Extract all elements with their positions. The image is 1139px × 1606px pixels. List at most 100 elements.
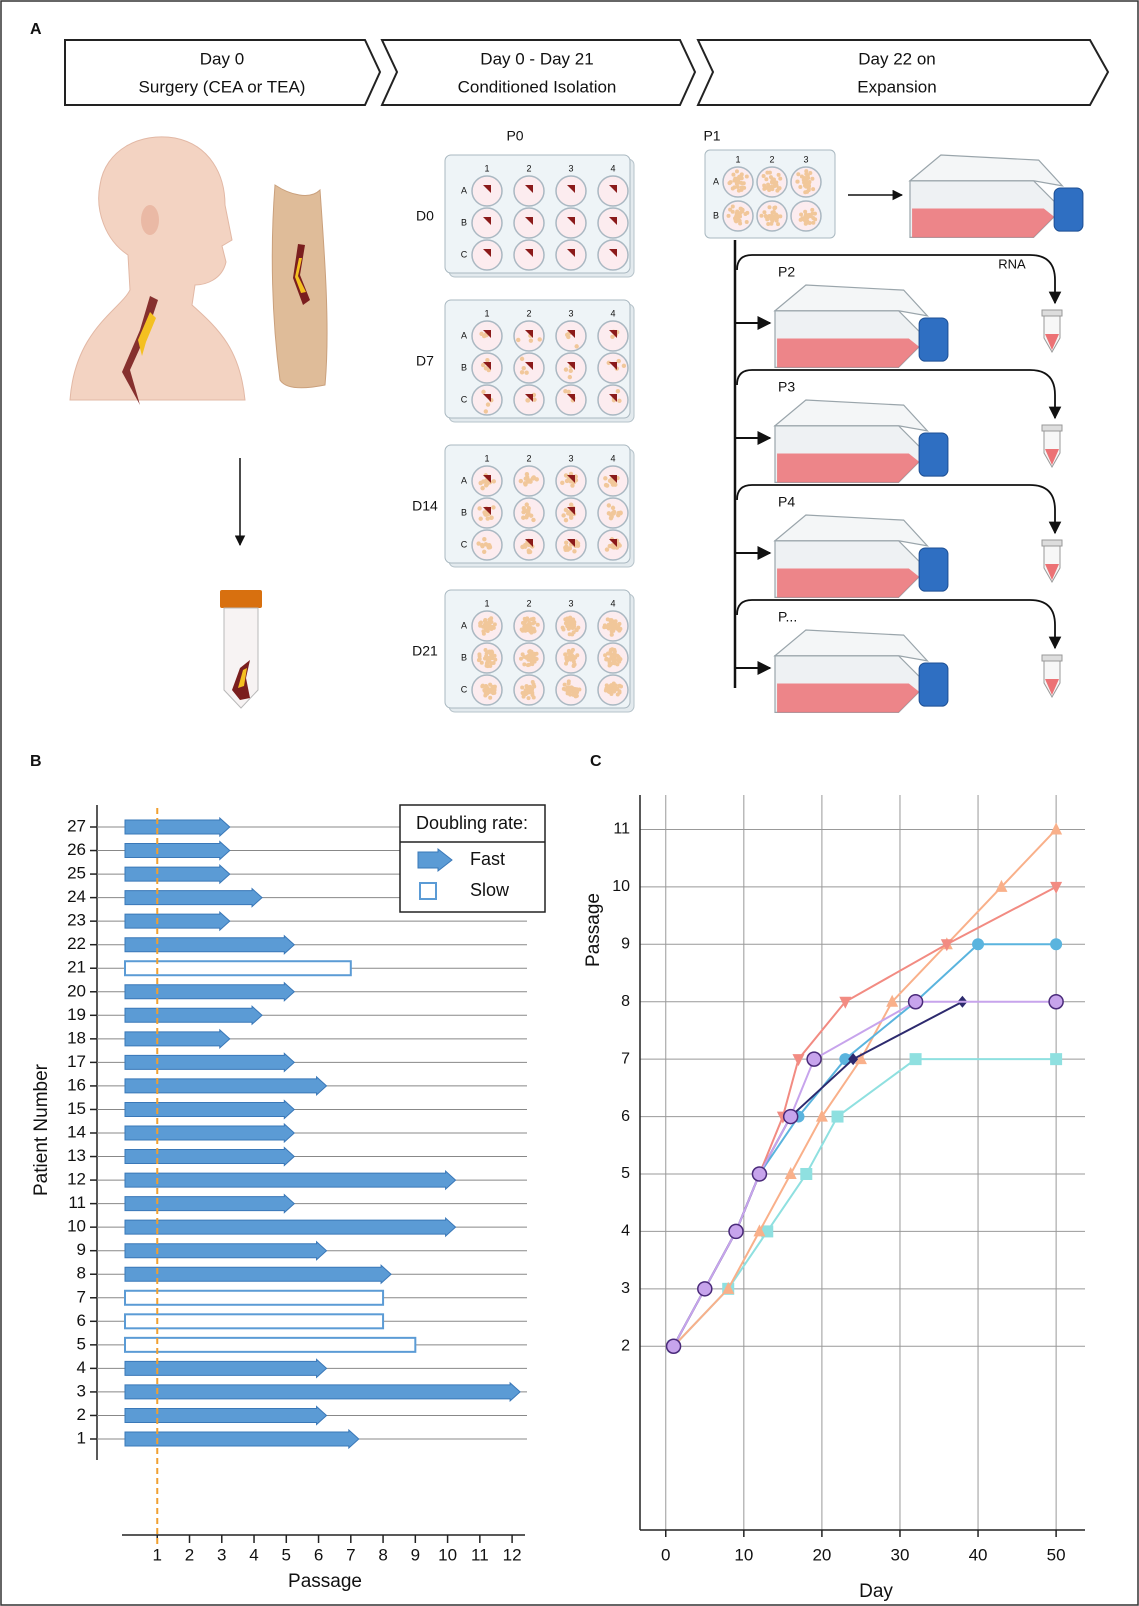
cell — [759, 214, 763, 218]
x-tick-label: 0 — [661, 1545, 670, 1564]
x-tick-label: 9 — [411, 1545, 420, 1564]
plate-row-label: A — [713, 176, 719, 186]
plate-col-label: 2 — [526, 453, 531, 463]
cell — [796, 180, 800, 184]
plate-col-label: 3 — [568, 308, 573, 318]
flask-cap — [919, 548, 948, 591]
bar-arrow — [125, 1265, 391, 1283]
x-tick-label: 8 — [378, 1545, 387, 1564]
cell — [571, 648, 575, 652]
passage-label: P4 — [778, 494, 795, 510]
plate-col-label: 3 — [568, 598, 573, 608]
cell — [804, 222, 808, 226]
cell — [520, 627, 524, 631]
cell — [743, 212, 747, 216]
y-tick-label: 2 — [621, 1337, 630, 1354]
step-text: Surgery (CEA or TEA) — [139, 77, 306, 96]
plate-col-label: 2 — [769, 154, 774, 164]
cell — [481, 390, 485, 394]
step-title: Day 0 - Day 21 — [480, 49, 593, 68]
bar-arrow — [125, 936, 294, 954]
bar-arrow — [125, 1171, 456, 1189]
panel-label: A — [30, 21, 42, 38]
cell — [482, 537, 486, 541]
well — [472, 240, 502, 270]
y-tick-label: 1 — [77, 1428, 86, 1447]
cell — [737, 189, 741, 193]
tube-cap — [1042, 425, 1062, 431]
y-tick-label: 9 — [77, 1240, 86, 1259]
cell — [616, 692, 620, 696]
cell — [776, 222, 780, 226]
x-axis-label: Passage — [288, 1571, 362, 1592]
bar-arrow — [125, 912, 230, 930]
cell — [609, 649, 613, 653]
cell — [808, 171, 812, 175]
cell — [564, 508, 568, 512]
plate-row-label: C — [461, 249, 468, 259]
bar-arrow — [125, 1053, 294, 1071]
cell — [536, 623, 540, 627]
cell — [491, 690, 495, 694]
marker — [698, 1282, 712, 1296]
plate-col-label: 2 — [526, 598, 531, 608]
cell — [762, 187, 766, 191]
plate-row-label: A — [461, 185, 467, 195]
chart-b: Passage Patient Number 12345678910111213… — [31, 805, 545, 1592]
x-tick-label: 7 — [346, 1545, 355, 1564]
bar-arrow — [125, 1218, 456, 1236]
cell — [528, 550, 532, 554]
cell — [604, 483, 608, 487]
cell — [532, 620, 536, 624]
cell — [566, 547, 570, 551]
bar-arrow — [125, 1100, 294, 1118]
cell — [764, 177, 768, 181]
cell — [482, 550, 486, 554]
well — [556, 208, 586, 238]
legend-label: Slow — [470, 880, 510, 900]
cell — [485, 656, 489, 660]
flask-top — [775, 400, 927, 431]
cell — [563, 652, 567, 656]
bar-arrow — [125, 818, 230, 836]
plate-row-label: A — [461, 620, 467, 630]
cell — [492, 479, 496, 483]
well — [598, 176, 628, 206]
x-tick-label: 50 — [1047, 1545, 1066, 1564]
plate-col-label: 4 — [610, 163, 615, 173]
cell — [529, 513, 533, 517]
cell — [731, 204, 735, 208]
step-text: Expansion — [857, 77, 936, 96]
well — [598, 240, 628, 270]
cell — [485, 358, 489, 362]
well — [556, 321, 586, 351]
plate-col-label: 1 — [484, 598, 489, 608]
cell — [612, 681, 616, 685]
cell — [531, 518, 535, 522]
cell — [735, 169, 739, 173]
marker — [1050, 1053, 1062, 1065]
cell — [603, 653, 607, 657]
cell — [484, 366, 488, 370]
bar-arrow — [125, 1359, 327, 1377]
panel-label: C — [590, 753, 602, 770]
y-tick-label: 5 — [77, 1334, 86, 1353]
cell — [745, 220, 749, 224]
cell — [484, 482, 488, 486]
cell — [610, 633, 614, 637]
cell — [568, 616, 572, 620]
cell — [564, 540, 568, 544]
flask-top — [775, 630, 927, 661]
passage-label: P2 — [778, 264, 795, 280]
cell — [561, 626, 565, 630]
y-tick-label: 18 — [67, 1028, 86, 1047]
cell — [731, 173, 735, 177]
cell — [617, 359, 621, 363]
cell — [568, 632, 572, 636]
cell — [613, 686, 617, 690]
cell — [604, 687, 608, 691]
cell — [611, 506, 615, 510]
cell — [727, 214, 731, 218]
y-tick-label: 26 — [67, 840, 86, 859]
